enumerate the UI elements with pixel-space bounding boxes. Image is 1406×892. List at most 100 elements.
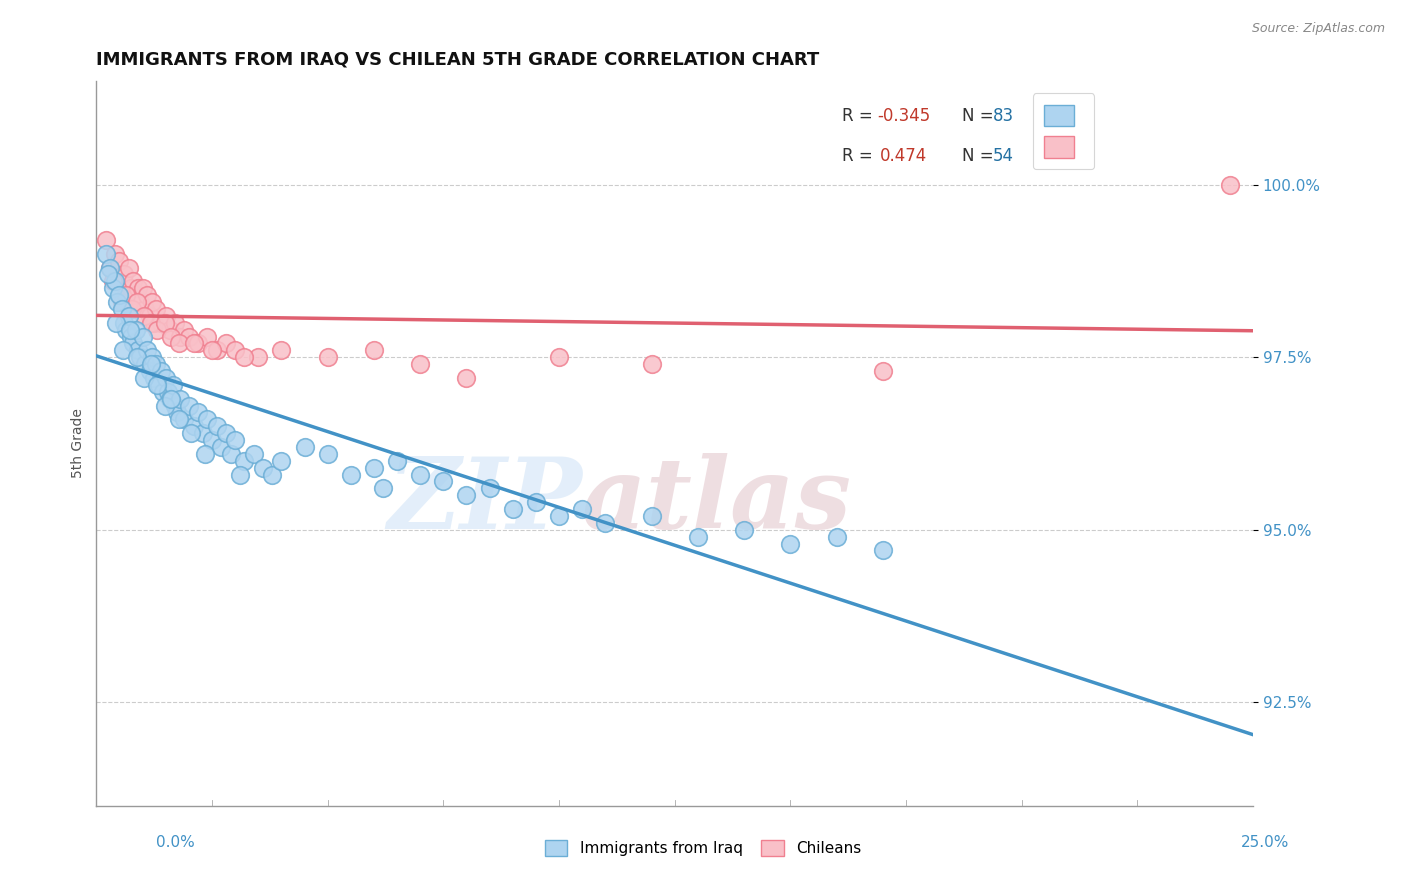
- Point: [209, 440, 232, 454]
- Legend: , : ,: [1032, 94, 1094, 169]
- Point: [136, 343, 159, 358]
- Point: [150, 316, 173, 330]
- Point: [215, 426, 238, 441]
- Point: [124, 323, 146, 337]
- Point: [122, 274, 145, 288]
- Text: 25.0%: 25.0%: [1241, 836, 1289, 850]
- Point: [180, 426, 202, 441]
- Point: [152, 384, 174, 399]
- Point: [132, 309, 155, 323]
- Point: [121, 301, 143, 316]
- Point: [173, 412, 195, 426]
- Point: [163, 399, 186, 413]
- Text: N =: N =: [962, 107, 998, 125]
- Point: [146, 323, 169, 337]
- Point: [104, 316, 127, 330]
- Point: [169, 392, 191, 406]
- Point: [141, 351, 163, 365]
- Point: [112, 268, 135, 282]
- Point: [120, 329, 142, 343]
- Point: [215, 336, 238, 351]
- Point: [115, 288, 138, 302]
- Point: [118, 309, 141, 323]
- Text: 0.474: 0.474: [879, 146, 927, 164]
- Point: [94, 247, 117, 261]
- Point: [194, 447, 217, 461]
- Point: [118, 260, 141, 275]
- Point: [686, 530, 709, 544]
- Point: [159, 323, 181, 337]
- Point: [104, 247, 127, 261]
- Point: [224, 343, 246, 358]
- Point: [155, 371, 177, 385]
- Point: [162, 377, 184, 392]
- Text: atlas: atlas: [582, 453, 852, 549]
- Point: [385, 454, 408, 468]
- Point: [177, 399, 200, 413]
- Point: [120, 281, 142, 295]
- Point: [115, 323, 138, 337]
- Point: [733, 523, 755, 537]
- Point: [502, 502, 524, 516]
- Point: [363, 460, 385, 475]
- Point: [183, 336, 205, 351]
- Point: [183, 419, 205, 434]
- Point: [187, 405, 209, 419]
- Point: [150, 364, 173, 378]
- Point: [131, 329, 153, 343]
- Point: [167, 336, 190, 351]
- Text: 83: 83: [993, 107, 1014, 125]
- Point: [139, 357, 162, 371]
- Text: ZIP: ZIP: [387, 453, 582, 549]
- Point: [134, 357, 156, 371]
- Point: [270, 343, 292, 358]
- Point: [129, 351, 152, 365]
- Point: [138, 309, 160, 323]
- Point: [111, 295, 134, 310]
- Text: 0.0%: 0.0%: [156, 836, 195, 850]
- Point: [101, 274, 124, 288]
- Point: [155, 309, 177, 323]
- Point: [247, 351, 270, 365]
- Text: -0.345: -0.345: [877, 107, 931, 125]
- Legend: Immigrants from Iraq, Chileans: Immigrants from Iraq, Chileans: [538, 834, 868, 862]
- Point: [138, 364, 160, 378]
- Point: [191, 426, 214, 441]
- Point: [548, 508, 571, 523]
- Point: [363, 343, 385, 358]
- Text: N =: N =: [962, 146, 998, 164]
- Point: [97, 268, 120, 282]
- Point: [205, 343, 228, 358]
- Point: [197, 412, 219, 426]
- Point: [127, 281, 149, 295]
- Point: [233, 351, 256, 365]
- Point: [316, 447, 339, 461]
- Point: [548, 351, 571, 365]
- Point: [94, 233, 117, 247]
- Point: [125, 351, 148, 365]
- Point: [872, 543, 894, 558]
- Point: [242, 447, 264, 461]
- Point: [108, 253, 131, 268]
- Point: [166, 405, 188, 419]
- Point: [779, 536, 801, 550]
- Point: [201, 433, 224, 447]
- Point: [143, 316, 166, 330]
- Point: [108, 288, 131, 302]
- Point: [157, 384, 180, 399]
- Point: [134, 301, 156, 316]
- Point: [101, 281, 124, 295]
- Point: [124, 288, 146, 302]
- Point: [316, 351, 339, 365]
- Point: [127, 343, 149, 358]
- Point: [111, 301, 134, 316]
- Point: [224, 433, 246, 447]
- Point: [160, 392, 183, 406]
- Point: [456, 488, 478, 502]
- Point: [163, 316, 186, 330]
- Point: [233, 454, 256, 468]
- Point: [143, 371, 166, 385]
- Point: [141, 295, 163, 310]
- Point: [640, 357, 662, 371]
- Point: [205, 419, 228, 434]
